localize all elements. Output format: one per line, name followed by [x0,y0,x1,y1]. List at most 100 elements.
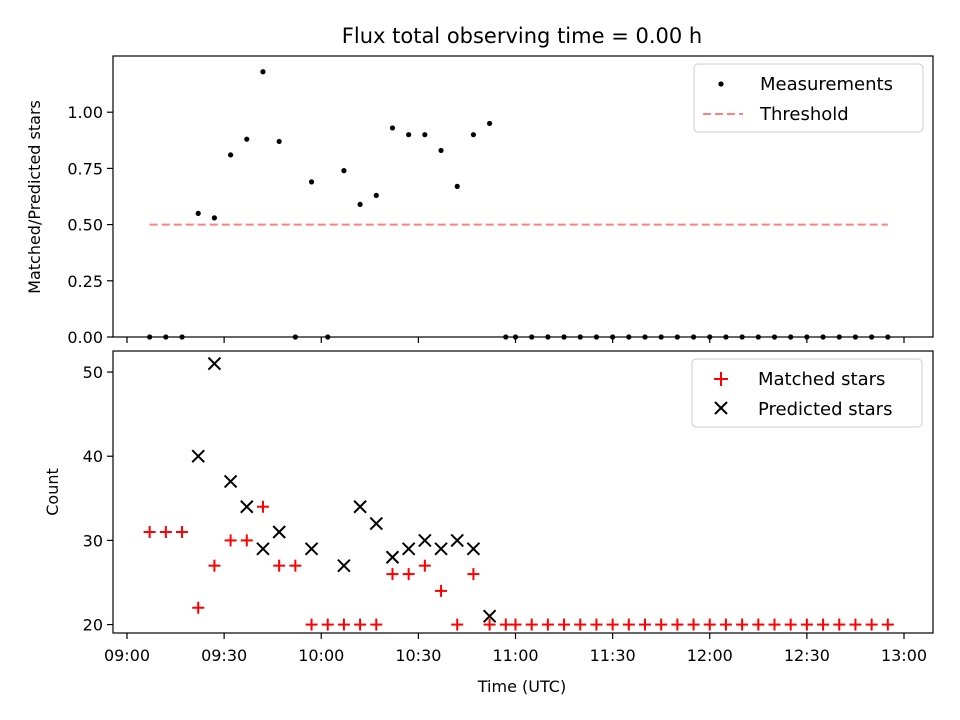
matched-point [240,534,253,547]
measurement-point [228,152,234,158]
matched-point [337,618,350,631]
matched-point [800,618,813,631]
top-legend-box [693,63,924,133]
top-panel-frame [112,55,934,338]
matched-point [525,618,538,631]
matched-point [273,559,286,572]
measurement-point [357,201,363,207]
matched-point [865,618,878,631]
matched-point [833,618,846,631]
matched-point [418,559,431,572]
bottom-panel-xlabel: Time (UTC) [477,677,566,696]
matched-point [208,559,221,572]
measurement-point [389,125,396,131]
matched-point [752,618,765,631]
matched-point [370,618,383,631]
matched-point [435,584,448,597]
matched-point [817,618,830,631]
measurement-point [470,132,477,138]
legend-predicted-marker [714,401,728,415]
matched-point [176,525,189,538]
matched-point [256,500,269,513]
legend-matched-label: Matched stars [758,369,885,390]
matched-point [574,618,587,631]
matched-point [289,559,302,572]
matched-point [849,618,862,631]
matched-point [451,618,464,631]
predicted-point [256,542,270,556]
matched-point [881,618,894,631]
predicted-point [434,542,448,556]
matched-point [736,618,749,631]
matched-point [558,618,571,631]
bottom-legend-box [691,358,923,428]
xtick-label: 11:00 [492,646,538,665]
matched-point [224,534,237,547]
xtick-label: 10:30 [395,646,441,665]
measurement-point [487,120,493,127]
predicted-point [304,542,319,556]
xtick-label: 12:30 [784,646,830,665]
ytick-label: 30 [83,531,103,550]
predicted-point [223,474,238,489]
matched-point [509,618,522,631]
predicted-point [385,550,400,564]
ytick-label: 0.50 [67,216,103,235]
ytick-label: 50 [83,363,103,382]
xtick-label: 09:00 [104,646,150,665]
predicted-point [369,516,383,531]
top-panel-title: Flux total observing time = 0.00 h [342,24,702,48]
bottom-panel-ylabel: Count [43,468,62,516]
matched-point [768,618,781,631]
predicted-point [191,449,205,463]
measurement-point [373,192,379,198]
matched-point [655,618,668,631]
xtick-label: 12:00 [687,646,733,665]
matched-point [606,618,619,631]
predicted-point [466,542,481,556]
matched-point [622,618,635,631]
ytick-label: 40 [83,447,103,466]
bottom-panel: Count Time (UTC) 20 30 40 50 09:00 09:30 10:0… [43,350,934,696]
bottom-legend: Matched stars Predicted stars [691,358,923,428]
ytick-label: 0.75 [67,159,103,178]
matched-point [639,618,651,631]
predicted-point [207,356,222,371]
predicted-point [240,500,254,514]
top-legend: Measurements Threshold [693,63,924,133]
legend-measurements-marker [718,81,724,87]
matched-point [192,601,205,614]
ytick-label: 20 [83,616,103,635]
predicted-point [401,542,416,556]
predicted-point [272,525,286,539]
matched-point [159,525,172,538]
predicted-point [418,533,432,548]
measurement-point [422,132,428,138]
measurement-point [308,179,315,185]
legend-threshold-label: Threshold [759,104,849,125]
measurement-point [244,136,250,142]
measurement-point [438,147,444,154]
matched-point [719,618,732,631]
xtick-label: 09:30 [201,646,247,665]
matched-point [483,618,496,631]
bottom-panel-xaxis: 09:00 09:30 10:00 10:30 11:00 11:30 12:00 12:30… [104,633,927,665]
top-panel-ylabel: Matched/Predicted stars [25,100,44,294]
legend-predicted-label: Predicted stars [758,399,892,420]
matched-point [143,525,156,538]
bottom-panel-marks [143,356,894,631]
predicted-point [337,558,351,573]
legend-measurements-label: Measurements [760,74,893,95]
matched-point [386,568,399,581]
xtick-label: 10:00 [298,646,344,665]
matched-point [703,618,716,631]
matched-point [671,618,684,631]
measurement-point [276,138,282,145]
matched-point [541,618,554,631]
xtick-label: 13:00 [881,646,927,665]
measurement-point [195,210,201,216]
matched-point [305,618,318,631]
matched-point [321,618,334,631]
top-panel-yaxis: 0.00 0.25 0.50 0.75 1.00 [67,103,113,347]
